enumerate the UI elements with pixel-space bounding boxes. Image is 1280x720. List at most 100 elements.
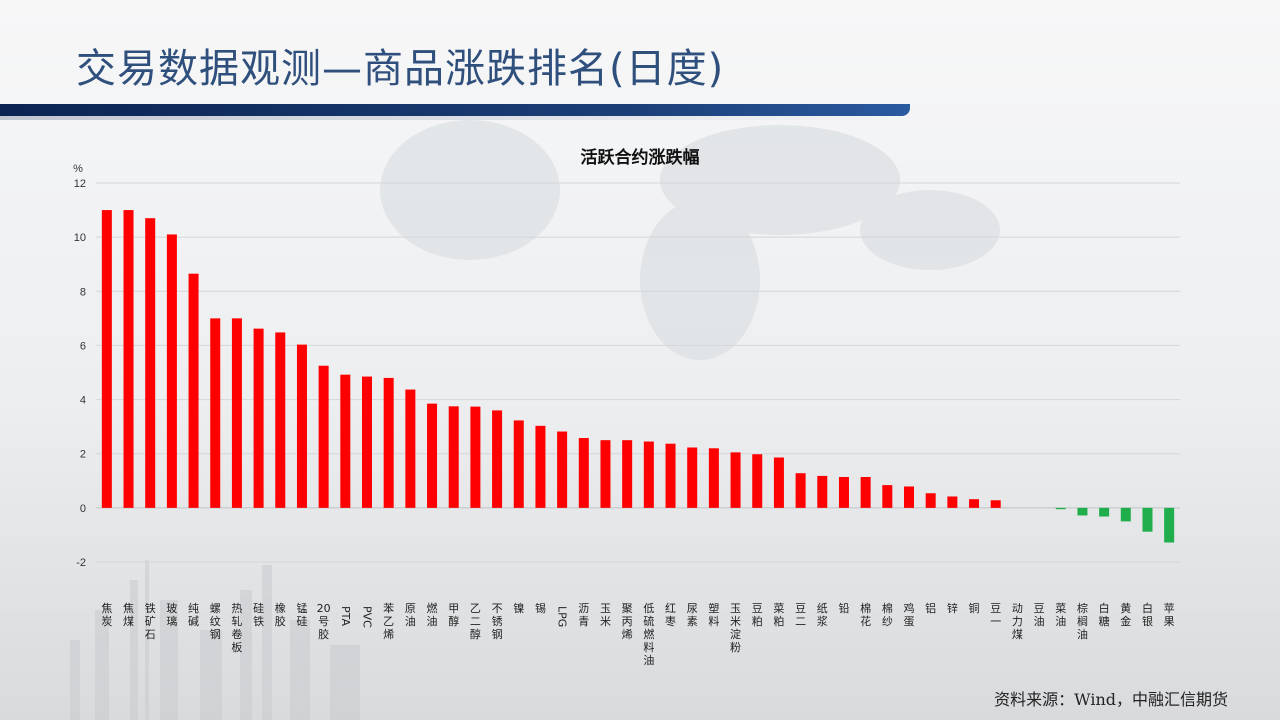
x-tick-label: 豆二 [795,602,806,628]
x-tick-label: 豆油 [1034,602,1045,628]
bar [145,218,156,508]
bar [990,500,1001,508]
x-tick-label: 乙二醇 [470,602,481,641]
bar [969,499,980,508]
slide-title: 交易数据观测—商品涨跌排名(日度) [76,46,725,92]
x-tick-label: 焦煤 [123,602,134,628]
bar [687,447,698,508]
x-tick-label: 豆一 [990,602,1001,628]
y-tick-label: 4 [80,395,86,407]
bar [123,210,134,508]
title-underline-shadow [0,116,910,120]
x-tick-label: 铝 [925,601,936,615]
bar [643,441,654,508]
x-tick-label: 豆粕 [752,602,763,628]
x-tick-label: 菜粕 [773,602,784,628]
bar [470,406,481,508]
x-tick-label: 菜油 [1055,602,1066,628]
bar [513,420,524,508]
y-tick-label: 6 [80,340,86,352]
x-tick-label: 铅 [838,601,849,615]
bar [752,454,763,508]
bar [730,452,741,508]
x-tick-label: 铁矿石 [145,602,156,641]
bar [860,476,871,508]
x-tick-label: 红枣 [665,602,676,628]
x-tick-label: 棉花 [860,601,871,628]
x-tick-label: 热轧卷板 [231,602,242,654]
bar [1099,507,1110,517]
bar [622,440,633,508]
x-tick-label: 玻璃 [166,602,177,628]
bar [1055,507,1066,510]
bar [1142,507,1153,532]
y-tick-label: 10 [74,232,86,244]
x-tick-label: 锌 [947,601,958,615]
x-tick-label: 苹果 [1164,601,1175,628]
source-note: 资料来源：Wind，中融汇信期货 [994,690,1228,709]
x-tick-label: 苯乙烯 [383,601,394,641]
bar [253,328,264,508]
x-tick-label: 原油 [405,602,416,628]
y-tick-label: 8 [80,286,86,298]
x-tick-label: 锡 [535,601,546,615]
bar [773,457,784,508]
x-tick-label: 燃油 [427,601,438,628]
x-tick-label: 白糖 [1099,601,1110,628]
bar [557,431,568,508]
bar [362,376,372,508]
x-tick-label: 不锈钢 [492,602,503,641]
x-tick-label: 焦炭 [101,602,112,628]
bar [188,273,199,508]
x-tick-label: 橡胶 [275,602,286,628]
bar [383,377,394,508]
x-tick-label: PVC [361,606,374,628]
x-tick-label: 甲醇 [448,602,459,628]
y-tick-label: -2 [76,557,86,569]
x-tick-label: 20 号胶 [317,602,331,641]
x-tick-label: LPG [556,606,569,627]
bar [795,473,806,508]
x-tick-label: PTA [339,606,352,626]
bar [578,438,589,508]
bar [318,365,329,508]
x-tick-label: 纸浆 [817,602,828,628]
y-tick-label: 12 [74,178,86,190]
x-tick-label: 黄金 [1120,601,1131,628]
x-tick-label: 锰硅 [296,601,307,628]
bar [492,410,503,508]
x-tick-label: 棉纱 [882,601,893,628]
chart-title: 活跃合约涨跌幅 [580,148,700,168]
x-tick-label: 螺纹钢 [210,602,221,641]
bar [427,403,438,508]
x-tick-label: 白银 [1142,601,1153,628]
y-axis-unit: % [73,163,83,175]
bar [708,448,719,508]
bar [210,318,221,508]
y-tick-label: 2 [80,449,86,461]
bar [665,443,676,508]
bar [296,344,307,508]
bar [904,486,914,508]
bar [817,475,828,508]
bar [275,332,286,508]
x-tick-label: 动力煤 [1012,602,1023,641]
x-tick-label: 玉米淀粉 [730,602,741,654]
x-tick-label: 铜 [969,601,980,615]
x-tick-label: 硅铁 [253,602,264,628]
x-tick-label: 聚丙烯 [622,602,633,641]
x-tick-label: 玉米 [600,602,611,628]
bar [838,476,849,508]
bar [1120,507,1131,522]
x-tick-label: 塑料 [708,601,719,628]
x-tick-label: 镍 [513,601,524,615]
bar [947,496,958,508]
bar [166,234,177,508]
x-tick-label: 鸡蛋 [904,601,915,628]
x-tick-label: 纯碱 [188,602,199,628]
bar [231,318,242,508]
bar [448,406,459,508]
bar [925,493,936,508]
bar [1164,507,1175,543]
